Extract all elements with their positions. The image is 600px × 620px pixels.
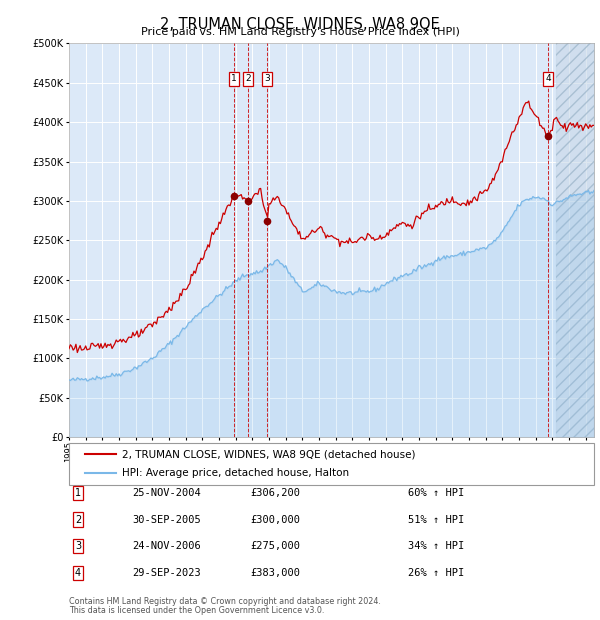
Text: £383,000: £383,000 [250,568,300,578]
Text: 3: 3 [265,74,270,83]
Text: 51% ↑ HPI: 51% ↑ HPI [408,515,464,525]
Text: 1: 1 [75,488,81,498]
Text: This data is licensed under the Open Government Licence v3.0.: This data is licensed under the Open Gov… [69,606,325,615]
Text: Price paid vs. HM Land Registry's House Price Index (HPI): Price paid vs. HM Land Registry's House … [140,27,460,37]
Text: 2, TRUMAN CLOSE, WIDNES, WA8 9QE: 2, TRUMAN CLOSE, WIDNES, WA8 9QE [160,17,440,32]
Text: £275,000: £275,000 [250,541,300,551]
Text: 26% ↑ HPI: 26% ↑ HPI [408,568,464,578]
Text: 4: 4 [75,568,81,578]
Text: 2: 2 [75,515,81,525]
Text: 24-NOV-2006: 24-NOV-2006 [132,541,201,551]
Text: 1: 1 [231,74,237,83]
Text: 25-NOV-2004: 25-NOV-2004 [132,488,201,498]
Text: 30-SEP-2005: 30-SEP-2005 [132,515,201,525]
Text: £306,200: £306,200 [250,488,300,498]
FancyBboxPatch shape [69,443,594,485]
Text: 4: 4 [545,74,551,83]
Text: £300,000: £300,000 [250,515,300,525]
Text: 2: 2 [245,74,251,83]
Text: 3: 3 [75,541,81,551]
Text: 2, TRUMAN CLOSE, WIDNES, WA8 9QE (detached house): 2, TRUMAN CLOSE, WIDNES, WA8 9QE (detach… [121,450,415,459]
Bar [556,43,594,437]
Text: HPI: Average price, detached house, Halton: HPI: Average price, detached house, Halt… [121,468,349,478]
Text: Contains HM Land Registry data © Crown copyright and database right 2024.: Contains HM Land Registry data © Crown c… [69,597,381,606]
Text: 60% ↑ HPI: 60% ↑ HPI [408,488,464,498]
Text: 34% ↑ HPI: 34% ↑ HPI [408,541,464,551]
Text: 29-SEP-2023: 29-SEP-2023 [132,568,201,578]
